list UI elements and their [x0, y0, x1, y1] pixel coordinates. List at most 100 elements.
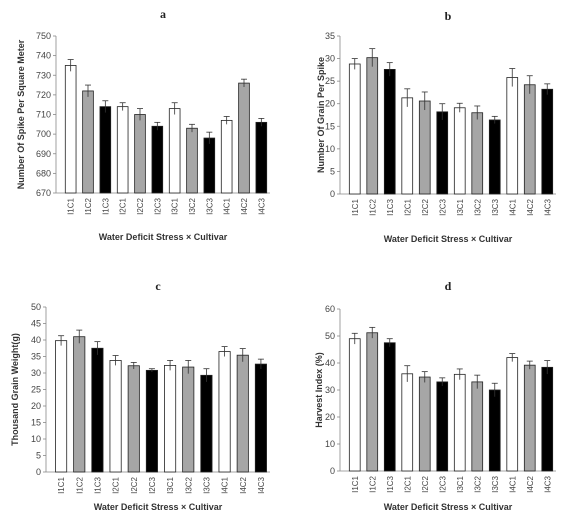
x-tick-label: I3C1: [456, 198, 465, 215]
x-tick-label: I1C3: [101, 197, 110, 214]
chart-panel-a: a 670 680 690 700 710 720 730 740 750 Number Of Sp…: [16, 7, 270, 242]
bar-I1C1: [348, 338, 361, 472]
x-tick-label: I3C3: [491, 475, 500, 492]
y-tick-label: 35: [325, 31, 335, 41]
bar-I4C3: [255, 121, 268, 194]
y-tick-label: 25: [31, 385, 41, 395]
y-tick-label: 30: [325, 54, 335, 64]
bar-I3C2: [182, 366, 195, 473]
x-tick-label: I2C1: [112, 476, 121, 493]
y-tick-label: 30: [31, 368, 41, 378]
x-tick-label: I3C1: [166, 476, 175, 493]
bar-I3C2: [471, 381, 484, 472]
bar-I4C2: [523, 364, 536, 472]
panel-letter: c: [155, 279, 161, 293]
y-tick-label: 730: [36, 70, 51, 80]
y-tick-label: 0: [330, 189, 335, 199]
x-tick-label: I3C2: [473, 198, 482, 215]
x-axis-title: Water Deficit Stress × Cultivar: [94, 502, 223, 512]
x-tick-label: I1C2: [368, 475, 377, 492]
y-tick-label: 40: [325, 358, 335, 368]
panel-letter: b: [445, 9, 452, 23]
bar-I1C2: [366, 332, 379, 472]
y-tick-label: 25: [325, 76, 335, 86]
bar-I3C2: [186, 127, 198, 194]
x-tick-label: I3C1: [171, 197, 180, 214]
y-tick-label: 50: [31, 302, 41, 312]
y-tick-label: 20: [325, 412, 335, 422]
y-tick-label: 740: [36, 51, 51, 61]
x-tick-label: I2C3: [438, 475, 447, 492]
x-tick-label: I2C1: [403, 475, 412, 492]
x-tick-label: I4C2: [239, 476, 248, 493]
bar-I2C3: [145, 369, 158, 473]
x-tick-label: I4C1: [223, 197, 232, 214]
x-tick-label: I1C3: [93, 476, 102, 493]
panel-letter: d: [445, 279, 452, 293]
bar-I3C1: [164, 365, 177, 473]
bar-I2C3: [151, 125, 164, 194]
chart-panel-d: d 0 10 20 30 40 50 60 Harvest Index (%) I1C1 I1C2 I…: [314, 279, 556, 512]
x-tick-label: I2C3: [148, 476, 157, 493]
x-tick-label: I1C2: [84, 197, 93, 214]
bar-I2C2: [418, 376, 431, 472]
x-tick-label: I1C3: [386, 475, 395, 492]
bar-I1C3: [99, 106, 112, 194]
x-tick-label: I1C1: [351, 198, 360, 215]
x-tick-label: I1C2: [75, 476, 84, 493]
x-tick-label: I4C1: [508, 198, 517, 215]
x-tick-label: I4C3: [257, 476, 266, 493]
x-axis-title: Water Deficit Stress × Cultivar: [384, 234, 513, 244]
x-tick-label: I3C2: [188, 197, 197, 214]
x-tick-label: I1C1: [57, 476, 66, 493]
bar-I3C1: [453, 373, 466, 472]
bar-I3C3: [200, 374, 213, 473]
x-tick-label: I4C2: [526, 198, 535, 215]
bar-I3C1: [168, 108, 181, 194]
y-tick-label: 0: [330, 466, 335, 476]
x-tick-label: I4C3: [257, 197, 266, 214]
chart-panel-b: b 0 5 10 15 20 25 30 35 Number Of Grain Per Spike…: [316, 9, 556, 244]
y-tick-label: 20: [325, 99, 335, 109]
y-tick-label: 60: [325, 304, 335, 314]
bar-I2C2: [418, 100, 431, 195]
bar-I3C3: [488, 119, 501, 195]
x-tick-label: I1C3: [386, 198, 395, 215]
y-axis-title: Number Of Spike Per Square Meter: [16, 39, 26, 189]
x-tick-label: I3C2: [473, 475, 482, 492]
y-axis-title: Number Of Grain Per Spike: [316, 57, 326, 173]
y-tick-label: 45: [31, 319, 41, 329]
x-tick-label: I2C1: [119, 197, 128, 214]
y-tick-label: 710: [36, 110, 51, 120]
bar-I2C1: [401, 97, 414, 195]
y-tick-label: 690: [36, 149, 51, 159]
bar-I2C2: [134, 114, 146, 194]
y-tick-label: 750: [36, 31, 51, 41]
x-tick-label: I4C2: [526, 475, 535, 492]
bar-I4C3: [254, 363, 267, 473]
bar-I3C1: [453, 107, 466, 195]
y-tick-label: 50: [325, 331, 335, 341]
y-tick-label: 0: [36, 467, 41, 477]
x-tick-label: I2C2: [421, 198, 430, 215]
y-tick-label: 720: [36, 90, 51, 100]
y-tick-label: 5: [36, 451, 41, 461]
bar-I4C1: [220, 119, 233, 194]
y-tick-label: 35: [31, 352, 41, 362]
bar-I2C2: [127, 365, 140, 473]
x-tick-label: I4C1: [508, 475, 517, 492]
x-tick-label: I4C3: [543, 475, 552, 492]
bar-I4C3: [541, 88, 554, 195]
bar-I4C2: [238, 82, 250, 194]
bar-I1C3: [383, 69, 396, 195]
x-tick-label: I3C3: [205, 197, 214, 214]
x-tick-label: I4C1: [221, 476, 230, 493]
bar-I2C3: [436, 111, 449, 195]
y-tick-label: 15: [31, 418, 41, 428]
y-tick-label: 10: [325, 144, 335, 154]
bar-I4C2: [236, 354, 249, 473]
y-axis-title: Harvest Index (%): [314, 352, 324, 428]
x-tick-label: I3C1: [456, 475, 465, 492]
x-tick-label: I3C3: [491, 198, 500, 215]
